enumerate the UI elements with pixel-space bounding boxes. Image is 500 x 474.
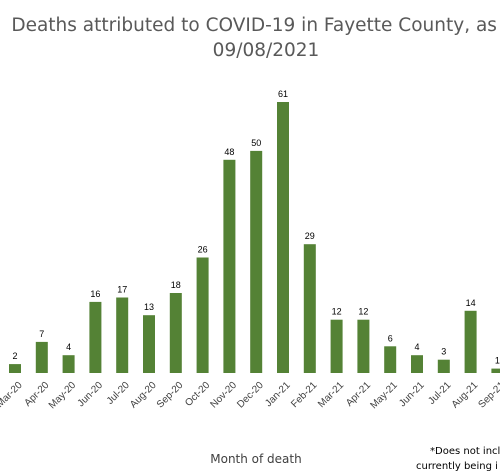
bar-Jan-21 [277,102,289,373]
x-tick-Sep-20: Sep-20 [155,380,186,411]
x-tick-Jan-21: Jan-21 [263,380,293,410]
bar-Apr-20 [35,341,48,373]
data-label-group: 2 7 4 16 17 13 18 26 48 50 61 29 12 12 6 4 3 14 1 [12,89,499,366]
data-label-Dec-20: 50 [251,138,261,148]
data-label-Jul-21: 3 [441,347,446,357]
footnote-line-2: currently being i [416,461,498,472]
bar-Apr-21 [357,319,370,373]
bar-group [9,102,500,373]
x-axis-title: Month of death [210,452,301,466]
x-tick-Nov-20: Nov-20 [208,380,239,411]
bar-Jun-20 [89,301,102,373]
bar-Dec-20 [250,150,263,373]
bar-Feb-21 [303,244,316,373]
data-label-Aug-20: 13 [144,302,154,312]
bar-Sep-21 [491,368,500,373]
data-label-Nov-20: 48 [224,147,234,157]
x-tick-Mar-21: Mar-21 [316,380,346,410]
bar-Nov-20 [223,159,236,373]
bar-Mar-21 [330,319,343,373]
data-label-Jun-20: 16 [90,289,100,299]
x-tick-Sep-21: Sep-21 [476,380,500,411]
x-tick-Aug-20: Aug-20 [128,380,159,411]
data-label-Jun-21: 4 [414,342,419,352]
x-tick-Mar-20: Mar-20 [0,380,25,410]
bar-Mar-20 [9,364,21,373]
data-label-Jan-21: 61 [278,89,288,99]
bar-May-21 [384,346,397,373]
bar-Oct-20 [196,257,209,373]
data-label-Mar-20: 2 [12,351,17,361]
data-label-Aug-21: 14 [466,298,476,308]
x-tick-Dec-20: Dec-20 [235,380,266,411]
footnote-line-1: *Does not incl [430,446,500,457]
data-label-Oct-20: 26 [198,245,208,255]
x-tick-Oct-20: Oct-20 [183,380,212,409]
x-tick-Jun-20: Jun-20 [76,380,106,410]
data-label-Sep-21: 1 [495,356,500,366]
bar-Aug-20 [143,315,155,373]
data-label-May-21: 6 [388,333,393,343]
x-tick-Feb-21: Feb-21 [289,380,319,410]
bar-May-20 [62,355,75,373]
data-label-May-20: 4 [66,342,71,352]
bar-Sep-20 [169,293,182,373]
data-label-Mar-21: 12 [332,307,342,317]
data-label-Jul-20: 17 [117,285,127,295]
data-label-Apr-20: 7 [39,329,44,339]
chart-title-line-2: 09/08/2021 [213,40,320,61]
data-label-Feb-21: 29 [305,231,315,241]
x-tick-May-20: May-20 [47,380,79,412]
x-tick-Jun-21: Jun-21 [397,380,427,410]
bar-Jul-20 [116,297,129,373]
data-label-Apr-21: 12 [358,307,368,317]
bar-Aug-21 [464,310,477,373]
x-tick-Aug-21: Aug-21 [450,380,481,411]
bar-Jun-21 [411,355,423,373]
bar-Jul-21 [437,359,450,373]
chart-title-line-1: Deaths attributed to COVID-19 in Fayette… [11,15,500,36]
data-label-Sep-20: 18 [171,280,181,290]
x-tick-May-21: May-21 [368,380,400,412]
